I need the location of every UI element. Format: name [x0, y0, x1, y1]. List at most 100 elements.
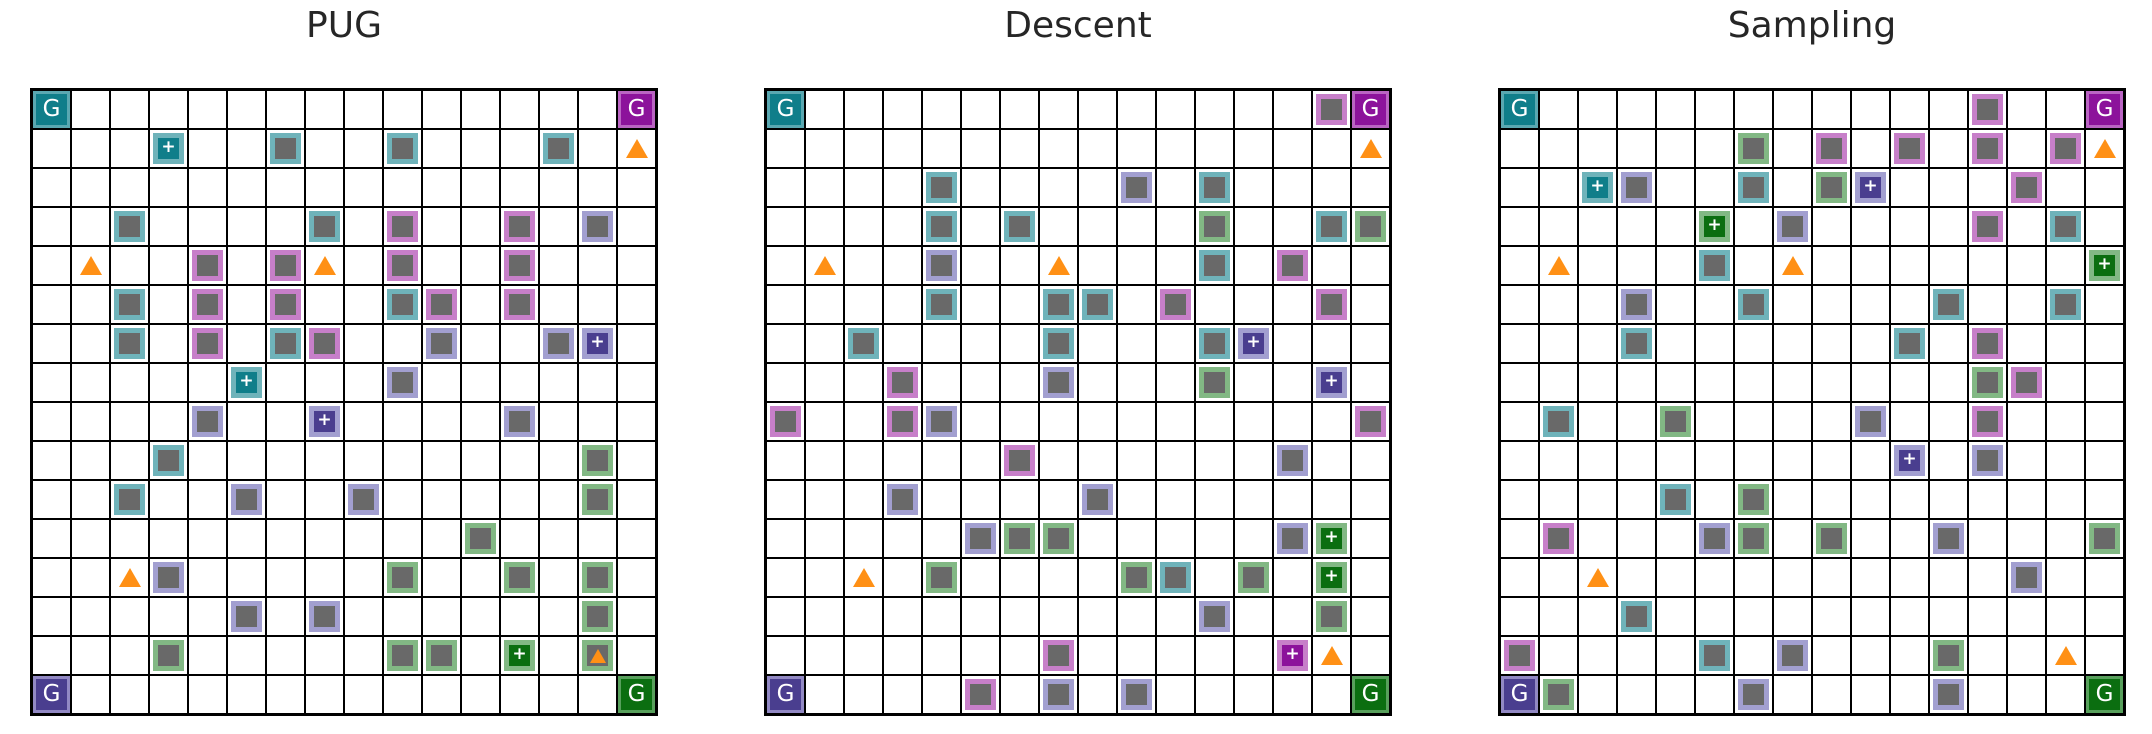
- grid-cell: [805, 441, 844, 480]
- grid-cell: [227, 402, 266, 441]
- grid-cell: [227, 597, 266, 636]
- grid-cell: [1078, 636, 1117, 675]
- grid-cell: [1734, 402, 1773, 441]
- grid-cell: [961, 480, 1000, 519]
- grid-cell: +: [1890, 441, 1929, 480]
- grid-cell: [1851, 402, 1890, 441]
- obstacle-outline: [1738, 172, 1769, 203]
- grid-cell: [110, 558, 149, 597]
- grid-cell: [617, 285, 656, 324]
- panel-title-descent: Descent: [1004, 5, 1152, 46]
- obstacle-outline: [1082, 484, 1113, 515]
- grid-cell: [110, 363, 149, 402]
- grid-cell: [1968, 246, 2007, 285]
- grid-cell: [500, 207, 539, 246]
- plus-icon: +: [512, 644, 527, 664]
- grid-cell: [1234, 207, 1273, 246]
- obstacle-block-icon: [1899, 333, 1920, 354]
- reward-cell-outline: +: [153, 133, 184, 164]
- grid-cell: [1000, 675, 1039, 714]
- obstacle-block-icon: [1821, 138, 1842, 159]
- grid-cell: [883, 246, 922, 285]
- grid-cell: G: [2085, 90, 2124, 129]
- grid-cell: [383, 558, 422, 597]
- grid-cell: [305, 636, 344, 675]
- grid-cell: [1539, 480, 1578, 519]
- grid-cell: [844, 441, 883, 480]
- obstacle-block-icon: [2016, 372, 2037, 393]
- goal-cell: G: [1352, 91, 1389, 128]
- grid-cell: [1734, 597, 1773, 636]
- grid-cell: [844, 519, 883, 558]
- obstacle-outline: [1355, 406, 1386, 437]
- grid-cell: [1234, 636, 1273, 675]
- grid-cell: [1890, 558, 1929, 597]
- grid-cell: [1234, 675, 1273, 714]
- obstacle-block-icon: [1743, 684, 1764, 705]
- grid-cell: [461, 675, 500, 714]
- grid-cell: [32, 597, 71, 636]
- grid-cell: [1078, 675, 1117, 714]
- grid-cell: [1273, 480, 1312, 519]
- grid-cell: [1273, 597, 1312, 636]
- grid-cell: [1539, 129, 1578, 168]
- grid-cell: [1078, 558, 1117, 597]
- obstacle-outline: [1277, 445, 1308, 476]
- grid-cell: [539, 441, 578, 480]
- grid-cell: [383, 324, 422, 363]
- grid-cell: [1656, 90, 1695, 129]
- grid-cell: [1812, 168, 1851, 207]
- grid-cell: [1351, 558, 1390, 597]
- grid-cell: [1273, 675, 1312, 714]
- obstacle-block-icon: [1321, 294, 1342, 315]
- grid-cell: [71, 636, 110, 675]
- agent-triangle-icon: [79, 256, 102, 275]
- reward-cell-outline: +: [1699, 211, 1730, 242]
- obstacle-block-icon: [1360, 216, 1381, 237]
- reward-cell: +: [1899, 450, 1920, 471]
- grid-cell: [922, 597, 961, 636]
- goal-label: G: [1510, 96, 1529, 122]
- obstacle-block-icon: [1977, 372, 1998, 393]
- obstacle-outline: [582, 211, 613, 242]
- obstacle-block-icon: [1087, 489, 1108, 510]
- grid-cell: [461, 480, 500, 519]
- grid-cell: [2046, 441, 2085, 480]
- grid-cell: [2085, 324, 2124, 363]
- grid-cell: [227, 168, 266, 207]
- grid-cell: G: [1351, 90, 1390, 129]
- obstacle-outline: [504, 211, 535, 242]
- grid-cell: [1656, 519, 1695, 558]
- obstacle-outline: [1043, 523, 1074, 554]
- grid-cell: [1695, 597, 1734, 636]
- obstacle-block-icon: [931, 177, 952, 198]
- obstacle-outline: [1855, 406, 1886, 437]
- grid-cell: [2007, 207, 2046, 246]
- grid-cell: +: [305, 402, 344, 441]
- grid-cell: [188, 324, 227, 363]
- grid-cell: [1695, 402, 1734, 441]
- grid-cell: [1195, 558, 1234, 597]
- grid-cell: [1734, 90, 1773, 129]
- grid-cell: [1968, 675, 2007, 714]
- obstacle-block-icon: [470, 528, 491, 549]
- goal-cell: G: [618, 676, 655, 713]
- grid-cell: [1812, 636, 1851, 675]
- plus-icon: +: [239, 371, 254, 391]
- grid-cell: [1773, 246, 1812, 285]
- grid-cell: [1968, 129, 2007, 168]
- grid-cell: [422, 597, 461, 636]
- grid-cell: [1156, 597, 1195, 636]
- obstacle-block-icon: [892, 489, 913, 510]
- obstacle-outline: [1277, 523, 1308, 554]
- grid-cell: [500, 324, 539, 363]
- gridworld-pug: G G + + + + + G G: [30, 88, 658, 716]
- grid-cell: [266, 597, 305, 636]
- grid-cell: [227, 324, 266, 363]
- grid-cell: [227, 558, 266, 597]
- grid-cell: [961, 285, 1000, 324]
- grid-cell: [539, 129, 578, 168]
- grid-cell: [1039, 636, 1078, 675]
- grid-cell: [71, 285, 110, 324]
- grid-cell: [1734, 441, 1773, 480]
